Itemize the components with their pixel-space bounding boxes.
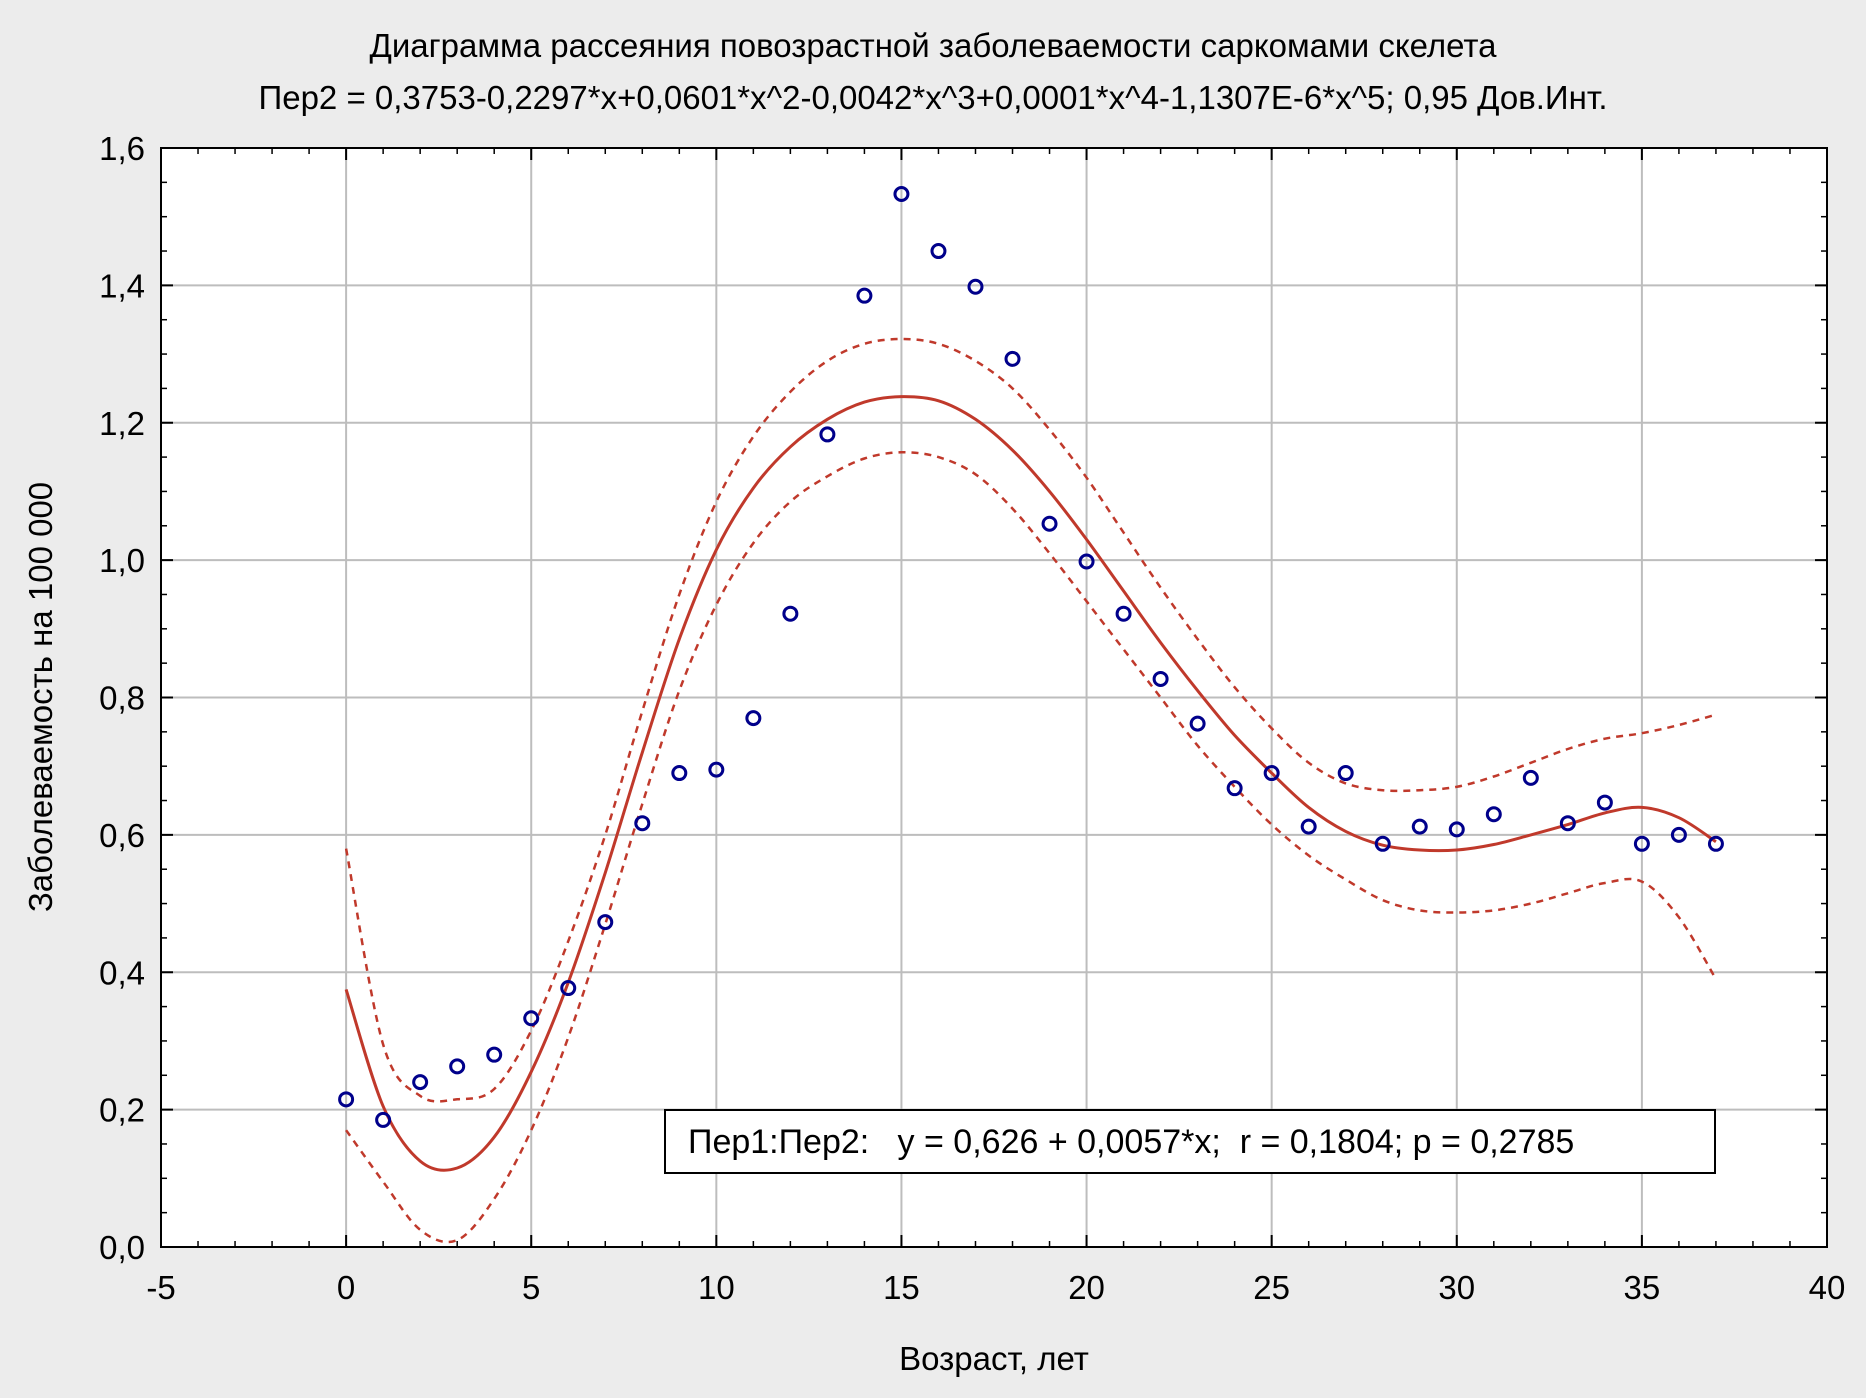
regression-legend: Пер1:Пер2: y = 0,626 + 0,0057*x; r = 0,1… (664, 1109, 1716, 1174)
data-point (523, 1010, 540, 1027)
data-point (1670, 826, 1687, 843)
data-point (930, 243, 947, 260)
data-point (671, 765, 688, 782)
regression-legend-box (664, 1109, 1716, 1174)
data-point (1263, 765, 1280, 782)
x-tick-label: 0 (337, 1269, 355, 1306)
x-tick-label: 15 (883, 1269, 920, 1306)
chart-subtitle: Пер2 = 0,3753-0,2297*x+0,0601*x^2-0,0042… (259, 79, 1608, 116)
y-tick-label: 0,0 (99, 1229, 145, 1266)
x-tick-label: 35 (1624, 1269, 1661, 1306)
ci-upper-line (344, 337, 1717, 1103)
data-points (338, 186, 1724, 1128)
y-axis-label: Заболеваемость на 100 000 (22, 482, 59, 912)
data-point (597, 914, 614, 931)
data-point (1633, 835, 1650, 852)
data-point (745, 710, 762, 727)
x-tick-label: 40 (1809, 1269, 1846, 1306)
x-tick-label: 30 (1438, 1269, 1475, 1306)
data-point (412, 1074, 429, 1091)
ci-lower-line (345, 451, 1717, 1244)
data-point (819, 426, 836, 443)
data-point (375, 1111, 392, 1128)
fit-line (344, 395, 1717, 1172)
data-point (1004, 350, 1021, 367)
x-tick-label: 20 (1068, 1269, 1105, 1306)
chart-title: Диаграмма рассеяния повозрастной заболев… (369, 27, 1497, 64)
data-point (1115, 605, 1132, 622)
data-point (560, 980, 577, 997)
data-point (856, 287, 873, 304)
data-point (1707, 835, 1724, 852)
data-point (782, 605, 799, 622)
data-point (634, 815, 651, 832)
y-tick-label: 0,4 (99, 954, 145, 991)
data-point (1448, 821, 1465, 838)
plot-frame (160, 147, 1828, 1248)
data-point (1226, 780, 1243, 797)
data-point (1522, 769, 1539, 786)
x-tick-label: 25 (1253, 1269, 1290, 1306)
y-tick-label: 1,0 (99, 542, 145, 579)
data-point (486, 1046, 503, 1063)
y-tick-label: 0,6 (99, 817, 145, 854)
data-point (708, 761, 725, 778)
confidence-bands (344, 337, 1717, 1244)
grid-lines (161, 148, 1827, 1247)
data-point (1041, 515, 1058, 532)
data-point (1559, 815, 1576, 832)
x-tick-label: 10 (698, 1269, 735, 1306)
data-point (1485, 806, 1502, 823)
data-point (1300, 818, 1317, 835)
data-point (1152, 670, 1169, 687)
x-axis-label: Возраст, лет (899, 1340, 1089, 1377)
regression-legend-text: Пер1:Пер2: y = 0,626 + 0,0057*x; r = 0,1… (688, 1123, 1574, 1161)
y-tick-label: 0,2 (99, 1092, 145, 1129)
data-point (1596, 794, 1613, 811)
y-tick-label: 0,8 (99, 680, 145, 717)
data-point (1078, 553, 1095, 570)
x-tick-label: -5 (146, 1269, 175, 1306)
data-point (967, 278, 984, 295)
y-tick-label: 1,6 (99, 130, 145, 167)
data-point (1374, 835, 1391, 852)
y-tick-label: 1,4 (99, 267, 145, 304)
data-point (1337, 765, 1354, 782)
fit-curve (344, 395, 1717, 1172)
x-tick-label: 5 (522, 1269, 540, 1306)
data-point (338, 1091, 355, 1108)
data-point (449, 1058, 466, 1075)
y-tick-label: 1,2 (99, 405, 145, 442)
data-point (893, 186, 910, 203)
data-point (1411, 818, 1428, 835)
data-point (1189, 715, 1206, 732)
